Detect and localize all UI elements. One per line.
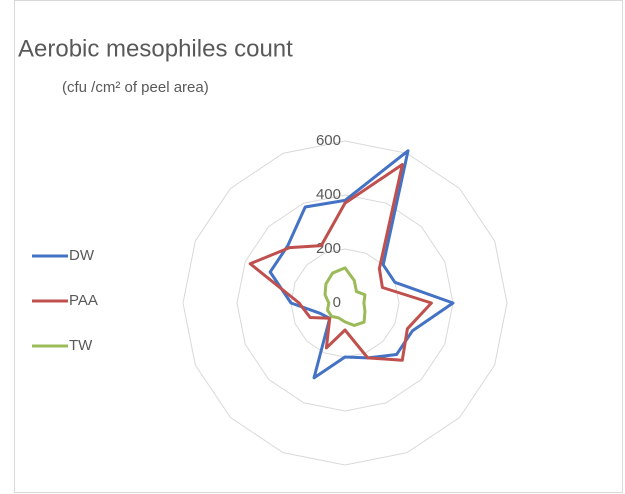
legend-label: PAA [69,292,98,309]
grid-ring [182,140,508,466]
tick-label: 600 [316,132,341,149]
legend-label: TW [69,337,93,354]
grid-ring [236,194,454,412]
tick-label: 400 [316,186,341,203]
legend-label: DW [69,247,95,264]
chart-subtitle: (cfu /cm² of peel area) [62,79,209,96]
tick-label: 200 [316,240,341,257]
series-line [268,149,455,380]
tick-label: 0 [333,294,341,311]
chart-title: Aerobic mesophiles count [18,35,293,62]
series-line [323,266,367,327]
series-line [248,163,433,362]
